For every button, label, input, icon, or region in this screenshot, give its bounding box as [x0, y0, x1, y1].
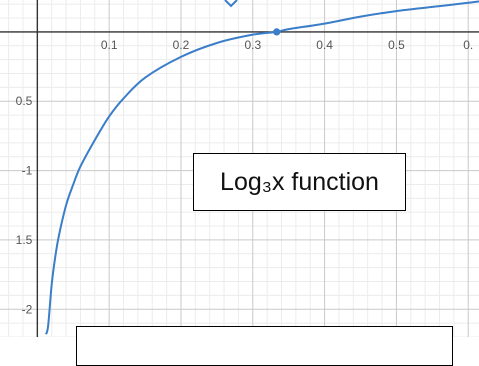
x-tick-labels: 0.1 0.2 0.3 0.4 0.5 0. [101, 38, 473, 52]
function-label: Log₃x function [220, 167, 379, 196]
bottom-annotation-box [76, 326, 453, 366]
highlight-point [273, 28, 281, 36]
series-line [44, 0, 479, 335]
y-tick-labels: 0.5 -1 1.5 -2 [16, 94, 33, 316]
y-tick-label: 1.5 [16, 233, 33, 247]
y-tick-label: -2 [22, 302, 33, 316]
x-tick-label: 0.4 [316, 38, 333, 52]
x-tick-label: 0. [463, 38, 473, 52]
y-tick-label: -1 [22, 164, 33, 178]
function-label-box: Log₃x function [193, 153, 406, 211]
x-tick-label: 0.1 [101, 38, 118, 52]
top-edge-marker [224, 0, 238, 8]
y-tick-label: 0.5 [16, 94, 33, 108]
x-tick-label: 0.2 [173, 38, 190, 52]
x-tick-label: 0.5 [388, 38, 405, 52]
axes [0, 0, 479, 337]
x-tick-label: 0.3 [244, 38, 261, 52]
